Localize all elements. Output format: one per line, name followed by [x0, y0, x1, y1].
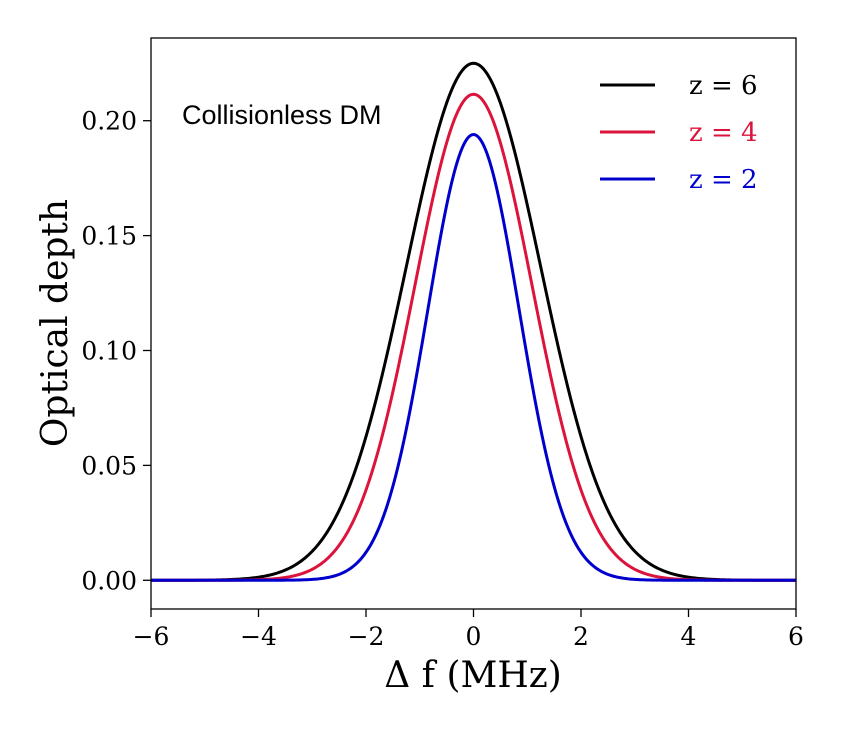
y-axis-ticks: 0.00 0.05 0.10 0.15 0.20: [81, 107, 151, 595]
x-axis-ticks: −6 −4 −2 0 2 4 6: [133, 609, 804, 651]
series-line-3: [151, 132, 796, 582]
x-axis-label: Δ f (MHz): [384, 655, 562, 696]
x-tick-label: −2: [348, 622, 385, 651]
series-line-1: [151, 61, 796, 582]
legend: z = 6 z = 4 z = 2: [600, 71, 758, 195]
y-tick-label: 0.15: [81, 222, 137, 251]
y-axis-label: Optical depth: [35, 199, 76, 447]
x-tick-label: 4: [681, 622, 697, 651]
x-tick-label: −6: [133, 622, 170, 651]
annotation-text: Collisionless DM: [182, 100, 382, 130]
y-tick-label: 0.05: [81, 451, 137, 480]
legend-label: z = 6: [689, 71, 758, 101]
y-tick-label: 0.00: [81, 566, 137, 595]
legend-label: z = 2: [689, 165, 758, 195]
y-tick-label: 0.10: [81, 336, 137, 365]
legend-label: z = 4: [689, 118, 758, 148]
y-tick-label: 0.20: [81, 107, 137, 136]
series-layer: [151, 61, 796, 582]
x-tick-label: 2: [573, 622, 589, 651]
x-tick-label: −4: [240, 622, 277, 651]
x-tick-label: 0: [466, 622, 482, 651]
x-tick-label: 6: [788, 622, 804, 651]
